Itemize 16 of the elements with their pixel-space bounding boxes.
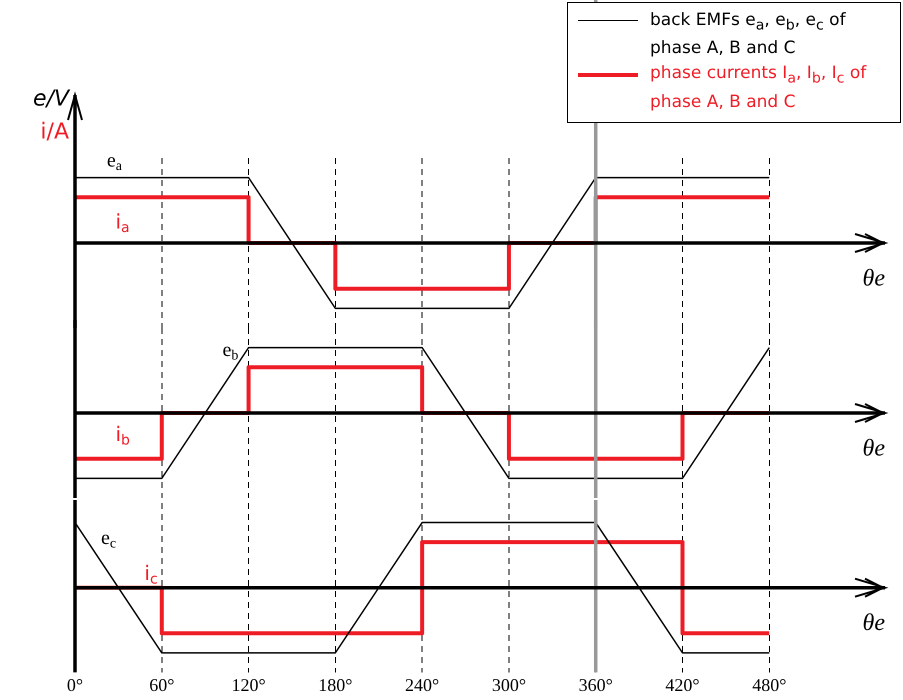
text: phase currents I$_{a}$, I$_{b}$, I$_{c}$ of phase A, B and C — [650, 63, 866, 112]
x-tick-label: 0° — [66, 674, 84, 695]
x-tick-label: 420° — [665, 674, 700, 695]
text: back EMFs e$_{a}$, e$_{b}$, e$_{c}$ of phase A, B and C — [650, 10, 846, 58]
x-tick-label: 60° — [149, 674, 174, 695]
x-tick-label: 480° — [752, 674, 786, 695]
y-axis-title: e/V — [33, 86, 71, 112]
x-axis-title: θe — [862, 610, 886, 636]
text: i/A — [40, 120, 69, 145]
x-tick-label: 120° — [231, 674, 266, 695]
x-tick-label: 180° — [318, 674, 352, 695]
x-axis-title: θe — [862, 265, 886, 292]
x-tick-label: 240° — [405, 674, 440, 695]
x-tick-label: 360° — [578, 674, 613, 695]
x-axis-title: θe — [862, 435, 886, 462]
x-tick-label: 300° — [492, 674, 526, 695]
